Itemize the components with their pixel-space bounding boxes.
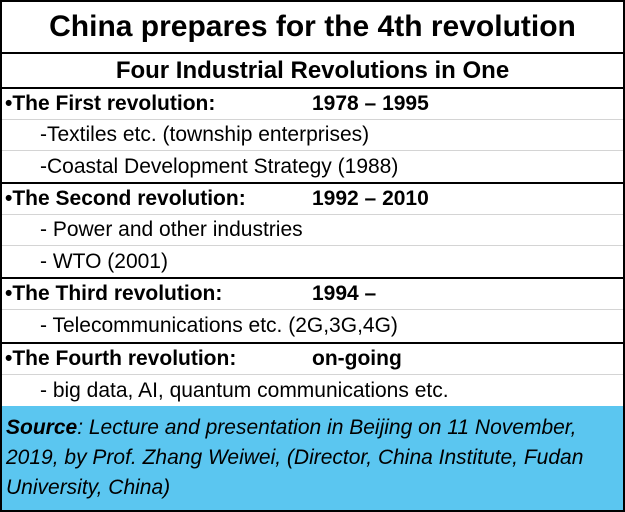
revolution-2-label: •The Second revolution: bbox=[5, 187, 246, 210]
revolution-4-label: •The Fourth revolution: bbox=[5, 347, 237, 370]
revolution-4-period: on-going bbox=[312, 347, 402, 370]
revolution-4-header: •The Fourth revolution: on-going bbox=[2, 344, 623, 375]
revolution-1-header: •The First revolution: 1978 – 1995 bbox=[2, 89, 623, 120]
revolution-3-header: •The Third revolution: 1994 – bbox=[2, 279, 623, 310]
source-note: Source: Lecture and presentation in Beij… bbox=[2, 406, 623, 510]
revolution-1-label: •The First revolution: bbox=[5, 92, 216, 115]
revolution-3-item-1: - Telecommunications etc. (2G,3G,4G) bbox=[2, 310, 623, 344]
revolution-2-header: •The Second revolution: 1992 – 2010 bbox=[2, 184, 623, 215]
revolution-3-label: •The Third revolution: bbox=[5, 282, 223, 305]
revolution-2-item-1: - Power and other industries bbox=[2, 215, 623, 246]
revolution-2-period: 1992 – 2010 bbox=[312, 187, 429, 210]
revolution-1-item-1: -Textiles etc. (township enterprises) bbox=[2, 120, 623, 151]
revolution-2-item-2: - WTO (2001) bbox=[2, 246, 623, 279]
page-title: China prepares for the 4th revolution bbox=[2, 2, 623, 54]
revolution-1-period: 1978 – 1995 bbox=[312, 92, 429, 115]
table-subtitle: Four Industrial Revolutions in One bbox=[2, 54, 623, 89]
revolution-4-item-1: - big data, AI, quantum communications e… bbox=[40, 378, 449, 402]
revolution-1-item-2: -Coastal Development Strategy (1988) bbox=[2, 151, 623, 184]
source-label: Source bbox=[6, 416, 78, 439]
revolution-3-period: 1994 – bbox=[312, 282, 377, 305]
source-text: : Lecture and presentation in Beijing on… bbox=[6, 416, 584, 499]
